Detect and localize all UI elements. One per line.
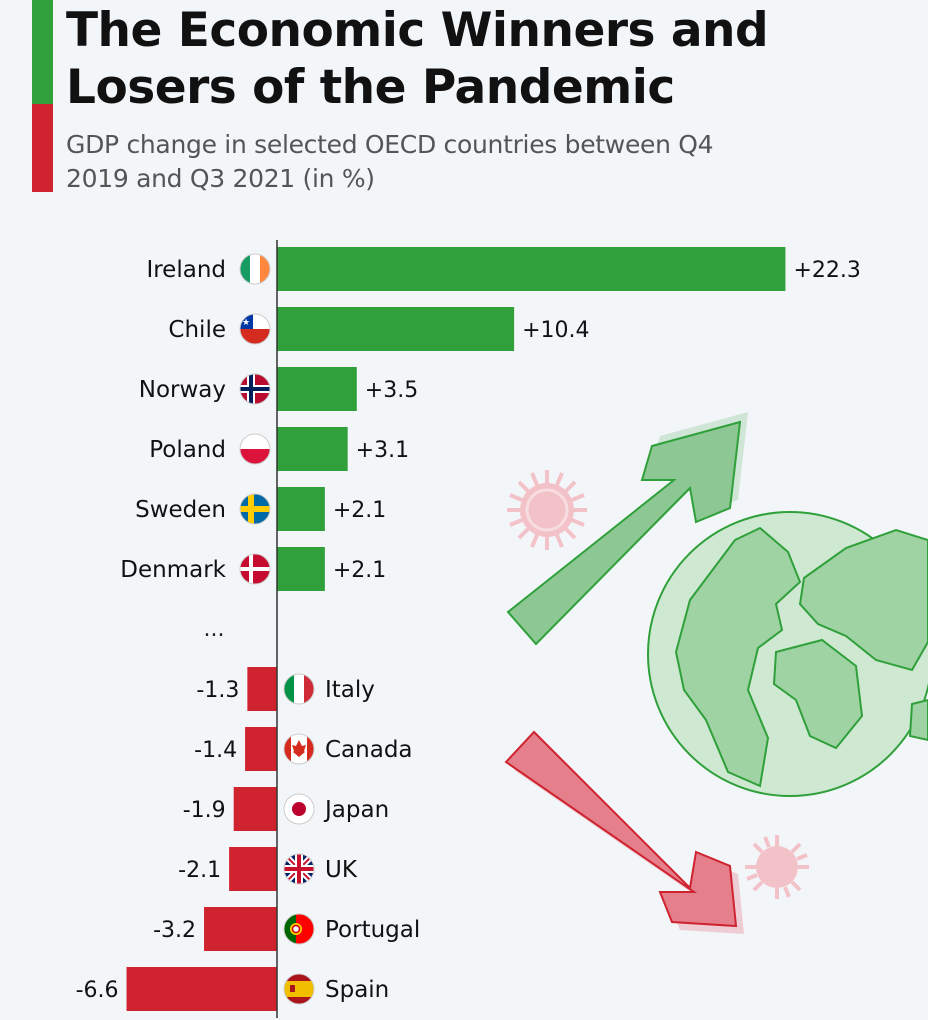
green-accent-bar bbox=[32, 0, 53, 104]
category-label: Sweden bbox=[135, 497, 226, 523]
ireland-flag-icon bbox=[239, 253, 271, 285]
value-label: -3.2 bbox=[153, 918, 196, 943]
denmark-flag-icon bbox=[239, 553, 271, 585]
chart-title: The Economic Winners and Losers of the P… bbox=[66, 3, 769, 115]
bar-uk bbox=[229, 847, 277, 891]
category-label: Norway bbox=[139, 377, 226, 403]
value-label: -1.3 bbox=[196, 678, 239, 703]
italy-flag-icon bbox=[283, 673, 315, 705]
value-label: +2.1 bbox=[333, 558, 386, 583]
value-label: -6.6 bbox=[76, 978, 119, 1003]
category-label: Japan bbox=[323, 797, 389, 823]
category-label: Spain bbox=[325, 977, 389, 1003]
bar-japan bbox=[233, 787, 277, 831]
canada-flag-icon bbox=[283, 733, 315, 765]
bar-norway bbox=[277, 367, 357, 411]
bar-portugal bbox=[204, 907, 277, 951]
category-label: Poland bbox=[149, 437, 226, 463]
category-label: Canada bbox=[325, 737, 413, 763]
value-label: +2.1 bbox=[333, 498, 386, 523]
virus-icon bbox=[745, 835, 809, 899]
bar-spain bbox=[126, 967, 278, 1011]
bar-chile bbox=[277, 307, 515, 351]
portugal-flag-icon bbox=[283, 913, 315, 945]
uk-flag-icon bbox=[283, 853, 315, 885]
value-label: -2.1 bbox=[178, 858, 221, 883]
chart-subtitle: GDP change in selected OECD countries be… bbox=[66, 130, 714, 193]
virus-icon bbox=[507, 470, 587, 550]
ellipsis-label: ... bbox=[204, 617, 225, 642]
arrow-down-icon bbox=[504, 730, 744, 934]
poland-flag-icon bbox=[239, 433, 271, 465]
japan-flag-icon bbox=[283, 793, 315, 825]
bar-italy bbox=[247, 667, 277, 711]
bar-poland bbox=[277, 427, 348, 471]
value-label: +3.1 bbox=[356, 438, 409, 463]
spain-flag-icon bbox=[283, 973, 315, 1005]
value-label: +22.3 bbox=[793, 258, 860, 283]
value-label: +10.4 bbox=[522, 318, 589, 343]
arrow-up-icon bbox=[506, 412, 748, 646]
value-label: -1.9 bbox=[183, 798, 226, 823]
globe-icon bbox=[647, 511, 928, 797]
category-label: Denmark bbox=[120, 557, 226, 583]
bar-denmark bbox=[277, 547, 325, 591]
category-label: Italy bbox=[325, 677, 375, 703]
category-label: UK bbox=[325, 857, 358, 883]
svg-text:★: ★ bbox=[242, 318, 250, 328]
category-label: Ireland bbox=[146, 257, 226, 283]
value-label: +3.5 bbox=[365, 378, 418, 403]
bar-sweden bbox=[277, 487, 325, 531]
bar-canada bbox=[245, 727, 277, 771]
value-label: -1.4 bbox=[194, 738, 237, 763]
norway-flag-icon bbox=[239, 373, 271, 405]
category-label: Chile bbox=[168, 317, 226, 343]
sweden-flag-icon bbox=[239, 493, 271, 525]
chile-flag-icon: ★ bbox=[239, 313, 271, 345]
category-label: Portugal bbox=[325, 917, 420, 943]
red-accent-bar bbox=[32, 104, 53, 192]
bar-ireland bbox=[277, 247, 786, 291]
